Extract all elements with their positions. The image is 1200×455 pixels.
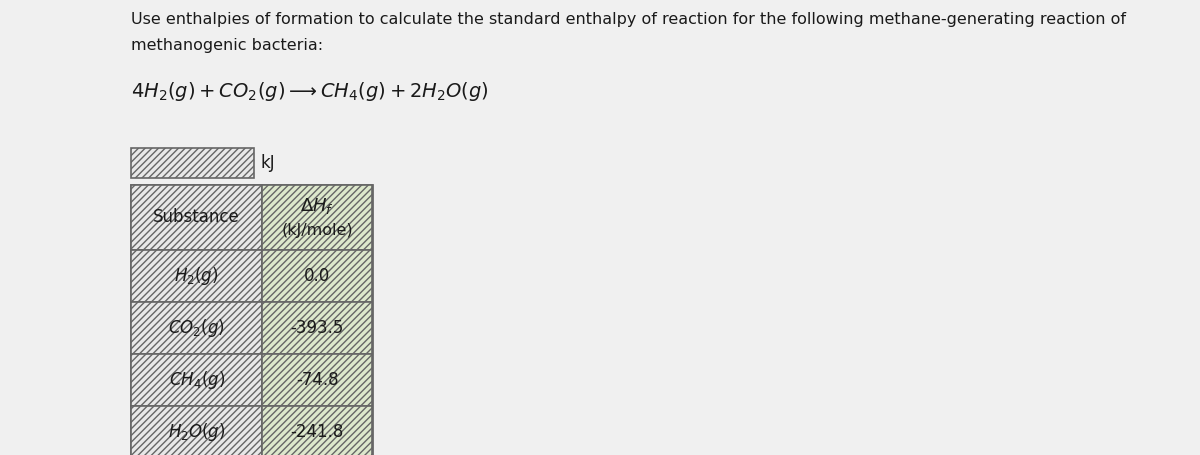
Bar xyxy=(262,302,372,354)
Bar xyxy=(262,406,372,455)
Text: -74.8: -74.8 xyxy=(296,371,338,389)
Text: $4H_2(g)+CO_2(g) \longrightarrow CH_4(g)+2H_2O(g)$: $4H_2(g)+CO_2(g) \longrightarrow CH_4(g)… xyxy=(131,80,488,103)
Text: (kJ/mole): (kJ/mole) xyxy=(281,223,353,238)
Text: -393.5: -393.5 xyxy=(290,319,344,337)
Text: $CH_4(g)$: $CH_4(g)$ xyxy=(168,369,224,391)
Bar xyxy=(131,148,253,178)
Text: Substance: Substance xyxy=(154,208,240,227)
Text: Use enthalpies of formation to calculate the standard enthalpy of reaction for t: Use enthalpies of formation to calculate… xyxy=(131,12,1126,27)
Text: $H_2(g)$: $H_2(g)$ xyxy=(174,265,218,287)
Bar xyxy=(131,354,262,406)
Bar xyxy=(131,302,262,354)
Bar xyxy=(262,250,372,302)
Text: $H_2O(g)$: $H_2O(g)$ xyxy=(168,421,226,443)
Bar xyxy=(131,250,262,302)
Bar xyxy=(262,185,372,250)
Text: methanogenic bacteria:: methanogenic bacteria: xyxy=(131,38,323,53)
Text: kJ: kJ xyxy=(260,154,275,172)
Bar xyxy=(131,185,262,250)
Text: $CO_2(g)$: $CO_2(g)$ xyxy=(168,317,224,339)
Bar xyxy=(131,185,372,455)
Bar xyxy=(262,354,372,406)
Bar xyxy=(131,406,262,455)
Text: 0.0: 0.0 xyxy=(304,267,330,285)
Text: -241.8: -241.8 xyxy=(290,423,344,441)
Text: $\Delta H_f$: $\Delta H_f$ xyxy=(300,196,334,216)
